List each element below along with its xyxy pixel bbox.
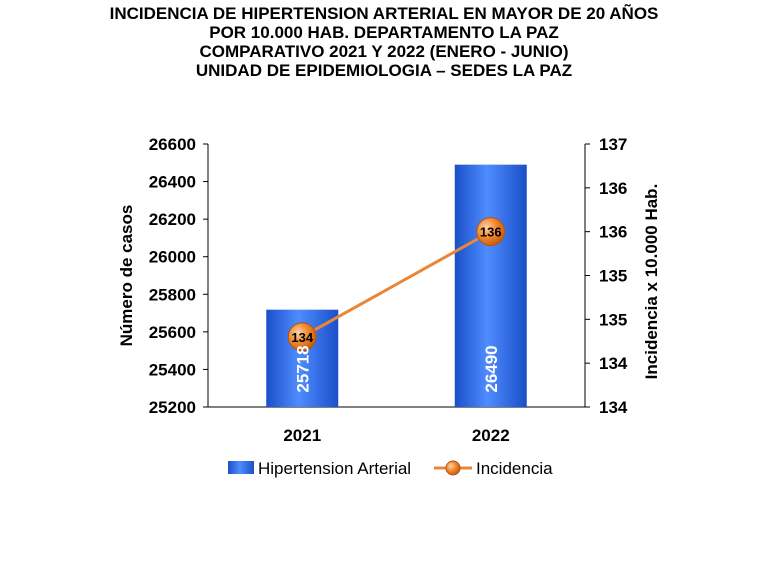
legend-line-label: Incidencia	[476, 459, 553, 478]
right-tick-label: 134	[599, 354, 628, 373]
incidencia-line	[301, 230, 492, 339]
incidencia-point	[287, 322, 317, 352]
x-tick-label: 2022	[472, 426, 510, 445]
left-tick-label: 26600	[149, 135, 196, 154]
right-tick-label: 136	[599, 223, 627, 242]
bar-data-label: 25718	[293, 345, 312, 392]
left-tick-label: 25800	[149, 285, 196, 304]
legend-bar-label: Hipertension Arterial	[258, 459, 411, 478]
left-tick-label: 25200	[149, 398, 196, 417]
x-tick-label: 2021	[283, 426, 321, 445]
bar-hipertension	[454, 164, 527, 407]
left-tick-label: 26400	[149, 173, 196, 192]
right-tick-label: 134	[599, 398, 628, 417]
chart-title: INCIDENCIA DE HIPERTENSION ARTERIAL EN M…	[0, 4, 768, 80]
legend-line-marker	[445, 460, 461, 476]
y-axis-title: Número de casos	[117, 205, 136, 347]
title-line-3: COMPARATIVO 2021 Y 2022 (ENERO - JUNIO)	[199, 42, 569, 61]
title-line-1: INCIDENCIA DE HIPERTENSION ARTERIAL EN M…	[109, 4, 659, 23]
left-tick-label: 26000	[149, 248, 196, 267]
left-tick-label: 25600	[149, 323, 196, 342]
legend-bar-swatch	[228, 461, 254, 474]
right-tick-label: 136	[599, 179, 627, 198]
title-line-2: POR 10.000 HAB. DEPARTAMENTO LA PAZ	[209, 23, 559, 42]
title-line-4: UNIDAD DE EPIDEMIOLOGIA – SEDES LA PAZ	[195, 61, 573, 80]
incidencia-data-label: 136	[480, 225, 502, 240]
right-tick-label: 137	[599, 135, 627, 154]
left-tick-label: 25400	[149, 360, 196, 379]
right-tick-label: 135	[599, 310, 627, 329]
incidencia-data-label: 134	[291, 330, 313, 345]
bar-data-label: 26490	[482, 345, 501, 392]
incidencia-point	[476, 217, 506, 247]
y-axis-right-title: Incidencia x 10.000 Hab.	[642, 184, 661, 380]
left-tick-label: 26200	[149, 210, 196, 229]
right-tick-label: 135	[599, 267, 627, 286]
